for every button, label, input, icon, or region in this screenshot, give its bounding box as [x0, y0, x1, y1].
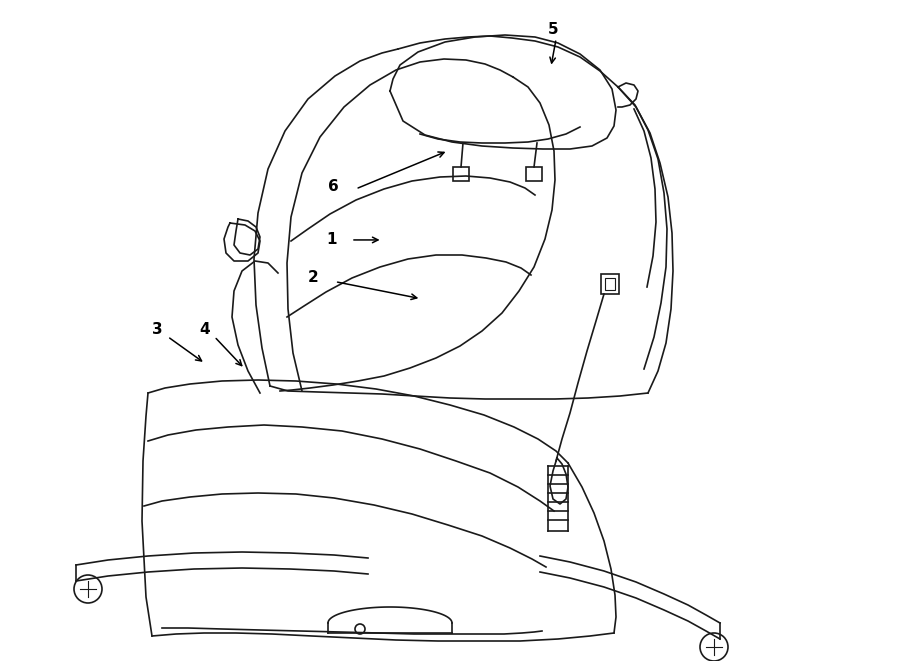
Text: 1: 1: [326, 233, 337, 247]
Text: 5: 5: [548, 22, 559, 37]
Bar: [453, 167, 469, 181]
Text: 6: 6: [328, 179, 338, 194]
Bar: [605, 278, 615, 290]
Text: 3: 3: [152, 322, 163, 336]
Text: 4: 4: [199, 322, 210, 336]
Text: 2: 2: [308, 270, 319, 285]
Bar: [601, 274, 619, 294]
Bar: [526, 167, 542, 181]
